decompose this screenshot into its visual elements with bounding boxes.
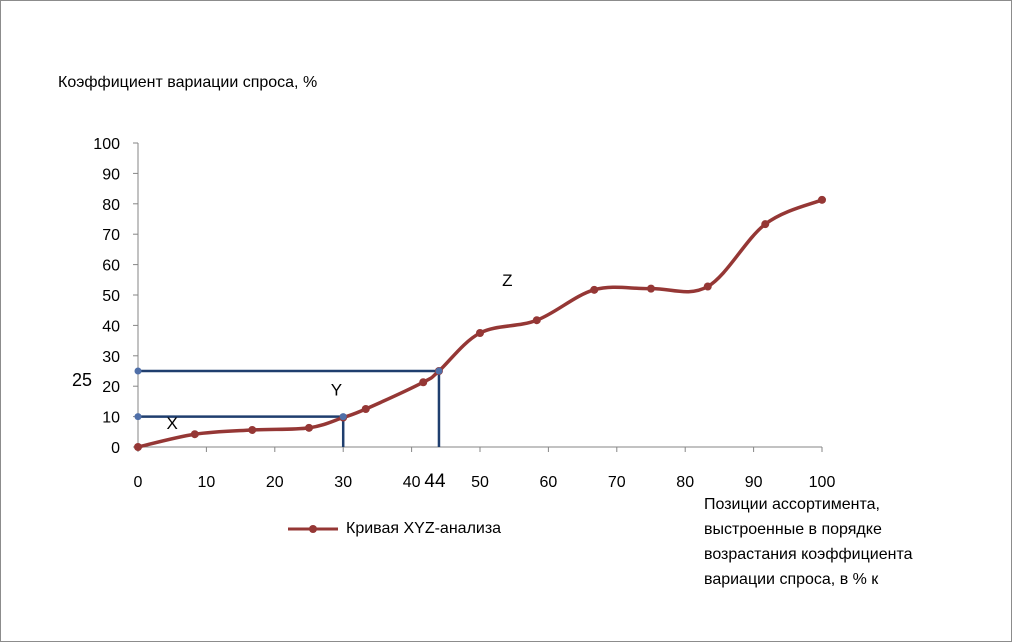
data-point xyxy=(361,405,370,413)
y-tick-label: 100 xyxy=(93,136,120,153)
x-axis-label: Позиции ассортимента, выстроенные в поря… xyxy=(704,496,913,588)
zone-label-x: X xyxy=(167,414,178,433)
x-tick-label: 0 xyxy=(134,474,143,491)
x-tick-label: 40 xyxy=(403,474,421,491)
guide-point-axis xyxy=(134,413,142,421)
data-point xyxy=(532,316,541,325)
y-tick-label: 30 xyxy=(102,349,120,366)
x-tick-label: 90 xyxy=(745,474,763,491)
y-marker-label: 25 xyxy=(72,370,92,390)
y-tick-label: 60 xyxy=(102,258,120,275)
zone-label-y: Y xyxy=(331,380,342,399)
y-tick-label: 80 xyxy=(102,197,120,214)
zone-label-z: Z xyxy=(502,271,512,290)
x-tick-label: 10 xyxy=(198,474,216,491)
guide-point-axis xyxy=(134,367,142,375)
y-axis-label: Коэффициент вариации спроса, % xyxy=(58,74,318,91)
guide-point-curve xyxy=(435,367,443,375)
x-marker-label: 44 xyxy=(424,471,446,492)
y-tick-label: 0 xyxy=(111,440,120,457)
data-point xyxy=(248,425,257,434)
series-line xyxy=(137,198,823,449)
legend: Кривая XYZ-анализа xyxy=(288,517,501,541)
data-point xyxy=(476,329,484,337)
data-point xyxy=(134,443,142,451)
x-tick-label: 60 xyxy=(540,474,558,491)
data-point xyxy=(761,220,770,229)
data-point xyxy=(590,285,599,294)
x-tick-label: 80 xyxy=(676,474,694,491)
y-tick-label: 70 xyxy=(102,227,120,244)
x-tick-label: 50 xyxy=(471,474,489,491)
x-tick-label: 30 xyxy=(334,474,352,491)
data-point xyxy=(305,423,313,432)
y-tick-label: 90 xyxy=(102,166,120,183)
x-tick-label: 20 xyxy=(266,474,284,491)
data-point xyxy=(818,195,826,204)
y-tick-label: 50 xyxy=(102,288,120,305)
data-point xyxy=(647,284,655,293)
x-tick-label: 70 xyxy=(608,474,626,491)
data-point xyxy=(190,430,199,439)
guide-point-curve xyxy=(339,413,347,421)
y-tick-label: 20 xyxy=(102,379,120,396)
data-point xyxy=(419,378,428,387)
y-tick-label: 10 xyxy=(102,410,120,427)
y-tick-label: 40 xyxy=(102,318,120,335)
legend-marker xyxy=(288,525,338,533)
legend-label: Кривая XYZ-анализа xyxy=(346,520,502,537)
x-tick-label: 100 xyxy=(809,474,836,491)
data-point xyxy=(703,282,712,291)
